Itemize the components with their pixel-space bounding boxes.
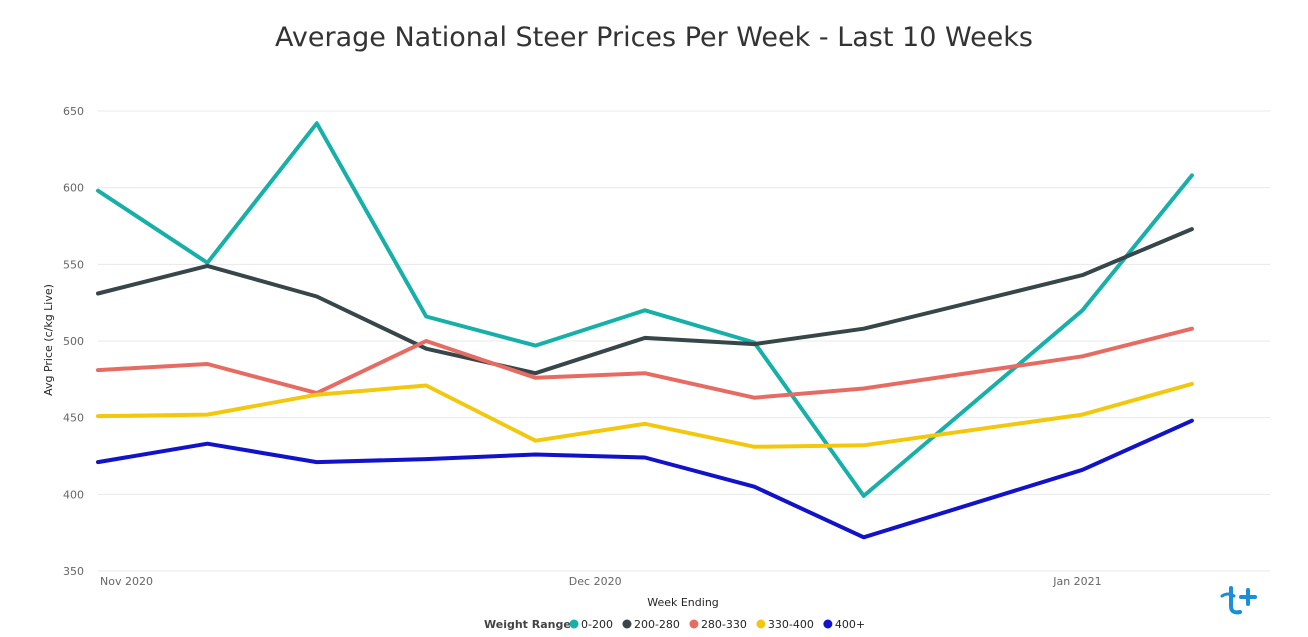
legend-label-330-400: 330-400 [768, 618, 814, 631]
legend: Weight Range 0-200 200-280 280-330 330-400 4… [484, 618, 865, 631]
y-tick-label: 450 [63, 412, 84, 425]
legend-marker-280-330 [689, 619, 699, 629]
y-tick-label: 550 [63, 258, 84, 271]
series-line-0-200 [96, 121, 1194, 498]
legend-marker-200-280 [622, 619, 632, 629]
y-tick-label: 600 [63, 182, 84, 195]
y-axis-label: Avg Price (c/kg Live) [42, 284, 55, 396]
y-axis-ticks: 350 400 450 500 550 600 650 [63, 105, 84, 578]
y-tick-label: 400 [63, 488, 84, 501]
series-lines [96, 121, 1194, 540]
x-tick-label: Dec 2020 [569, 575, 622, 588]
legend-marker-0-200 [569, 619, 579, 629]
legend-label-0-200: 0-200 [581, 618, 613, 631]
series-line-280-330 [96, 326, 1194, 400]
x-axis-ticks: Nov 2020 Dec 2020 Jan 2021 [100, 575, 1102, 588]
y-tick-label: 500 [63, 335, 84, 348]
brand-logo-icon [1218, 584, 1266, 620]
legend-marker-330-400 [756, 619, 766, 629]
y-tick-label: 350 [63, 565, 84, 578]
legend-title: Weight Range [484, 618, 571, 631]
legend-items: 0-200 200-280 280-330 330-400 400+ [569, 618, 865, 631]
legend-label-280-330: 280-330 [701, 618, 747, 631]
series-line-330-400 [96, 381, 1194, 449]
legend-label-200-280: 200-280 [634, 618, 680, 631]
gridlines [98, 110, 1270, 572]
x-tick-label: Jan 2021 [1052, 575, 1101, 588]
chart-title: Average National Steer Prices Per Week -… [275, 22, 1033, 53]
legend-label-400+: 400+ [835, 618, 865, 631]
x-tick-label: Nov 2020 [100, 575, 153, 588]
legend-marker-400+ [823, 619, 833, 629]
x-axis-label: Week Ending [647, 596, 719, 609]
y-tick-label: 650 [63, 105, 84, 118]
series-line-400+ [96, 418, 1194, 540]
series-line-200-280 [96, 227, 1194, 376]
